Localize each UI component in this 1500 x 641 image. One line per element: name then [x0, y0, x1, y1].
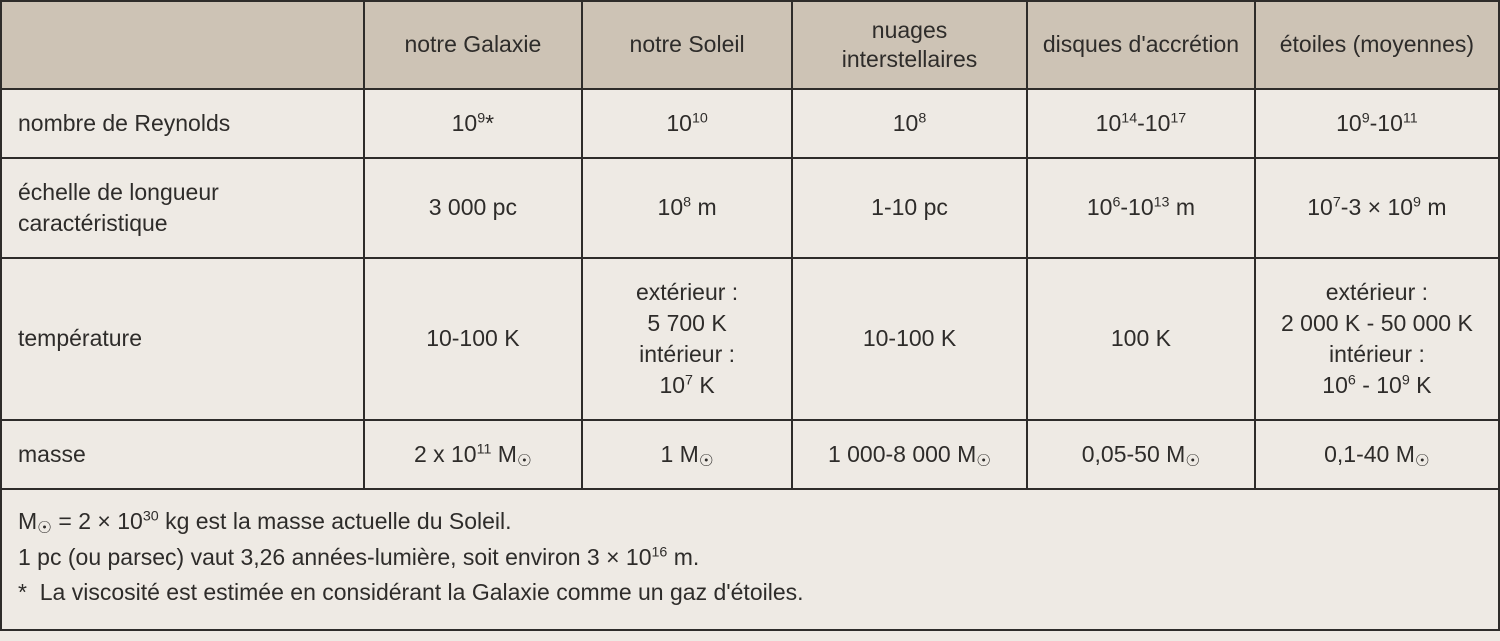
table-cell: extérieur :5 700 Kintérieur :107 K [582, 258, 792, 420]
table-row: masse 2 x 1011 M☉ 1 M☉ 1 000-8 000 M☉ 0,… [1, 420, 1499, 489]
table-cell: 0,05-50 M☉ [1027, 420, 1255, 489]
table-cell: 2 x 1011 M☉ [364, 420, 583, 489]
table-row: nombre de Reynolds 109* 1010 108 1014-10… [1, 89, 1499, 158]
row-label: nombre de Reynolds [1, 89, 364, 158]
table-cell: 10-100 K [792, 258, 1027, 420]
table-row: température 10-100 K extérieur :5 700 Ki… [1, 258, 1499, 420]
table-cell: 109-1011 [1255, 89, 1499, 158]
col-header-empty [1, 1, 364, 89]
table-row: échelle de longueur caractéristique 3 00… [1, 158, 1499, 258]
row-label: échelle de longueur caractéristique [1, 158, 364, 258]
col-header-clouds: nuages interstellaires [792, 1, 1027, 89]
table-cell: 3 000 pc [364, 158, 583, 258]
table-cell: 10-100 K [364, 258, 583, 420]
table-cell: 109* [364, 89, 583, 158]
col-header-stars: étoiles (moyennes) [1255, 1, 1499, 89]
table-cell: extérieur :2 000 K - 50 000 Kintérieur :… [1255, 258, 1499, 420]
table-footnote: M☉ = 2 × 1030 kg est la masse actuelle d… [1, 489, 1499, 630]
table-cell: 0,1-40 M☉ [1255, 420, 1499, 489]
col-header-sun: notre Soleil [582, 1, 792, 89]
table-cell: 1-10 pc [792, 158, 1027, 258]
table-cell: 1014-1017 [1027, 89, 1255, 158]
table-cell: 108 m [582, 158, 792, 258]
table-cell: 1 000-8 000 M☉ [792, 420, 1027, 489]
table-cell: 106-1013 m [1027, 158, 1255, 258]
col-header-galaxy: notre Galaxie [364, 1, 583, 89]
table-header-row: notre Galaxie notre Soleil nuages inters… [1, 1, 1499, 89]
astro-properties-table: notre Galaxie notre Soleil nuages inters… [0, 0, 1500, 631]
table-footnote-row: M☉ = 2 × 1030 kg est la masse actuelle d… [1, 489, 1499, 630]
table-body: nombre de Reynolds 109* 1010 108 1014-10… [1, 89, 1499, 489]
table-cell: 1010 [582, 89, 792, 158]
row-label: température [1, 258, 364, 420]
table-cell: 108 [792, 89, 1027, 158]
col-header-disks: disques d'accrétion [1027, 1, 1255, 89]
table-footer: M☉ = 2 × 1030 kg est la masse actuelle d… [1, 489, 1499, 630]
table-header: notre Galaxie notre Soleil nuages inters… [1, 1, 1499, 89]
table-cell: 100 K [1027, 258, 1255, 420]
table-cell: 1 M☉ [582, 420, 792, 489]
table-cell: 107-3 × 109 m [1255, 158, 1499, 258]
row-label: masse [1, 420, 364, 489]
